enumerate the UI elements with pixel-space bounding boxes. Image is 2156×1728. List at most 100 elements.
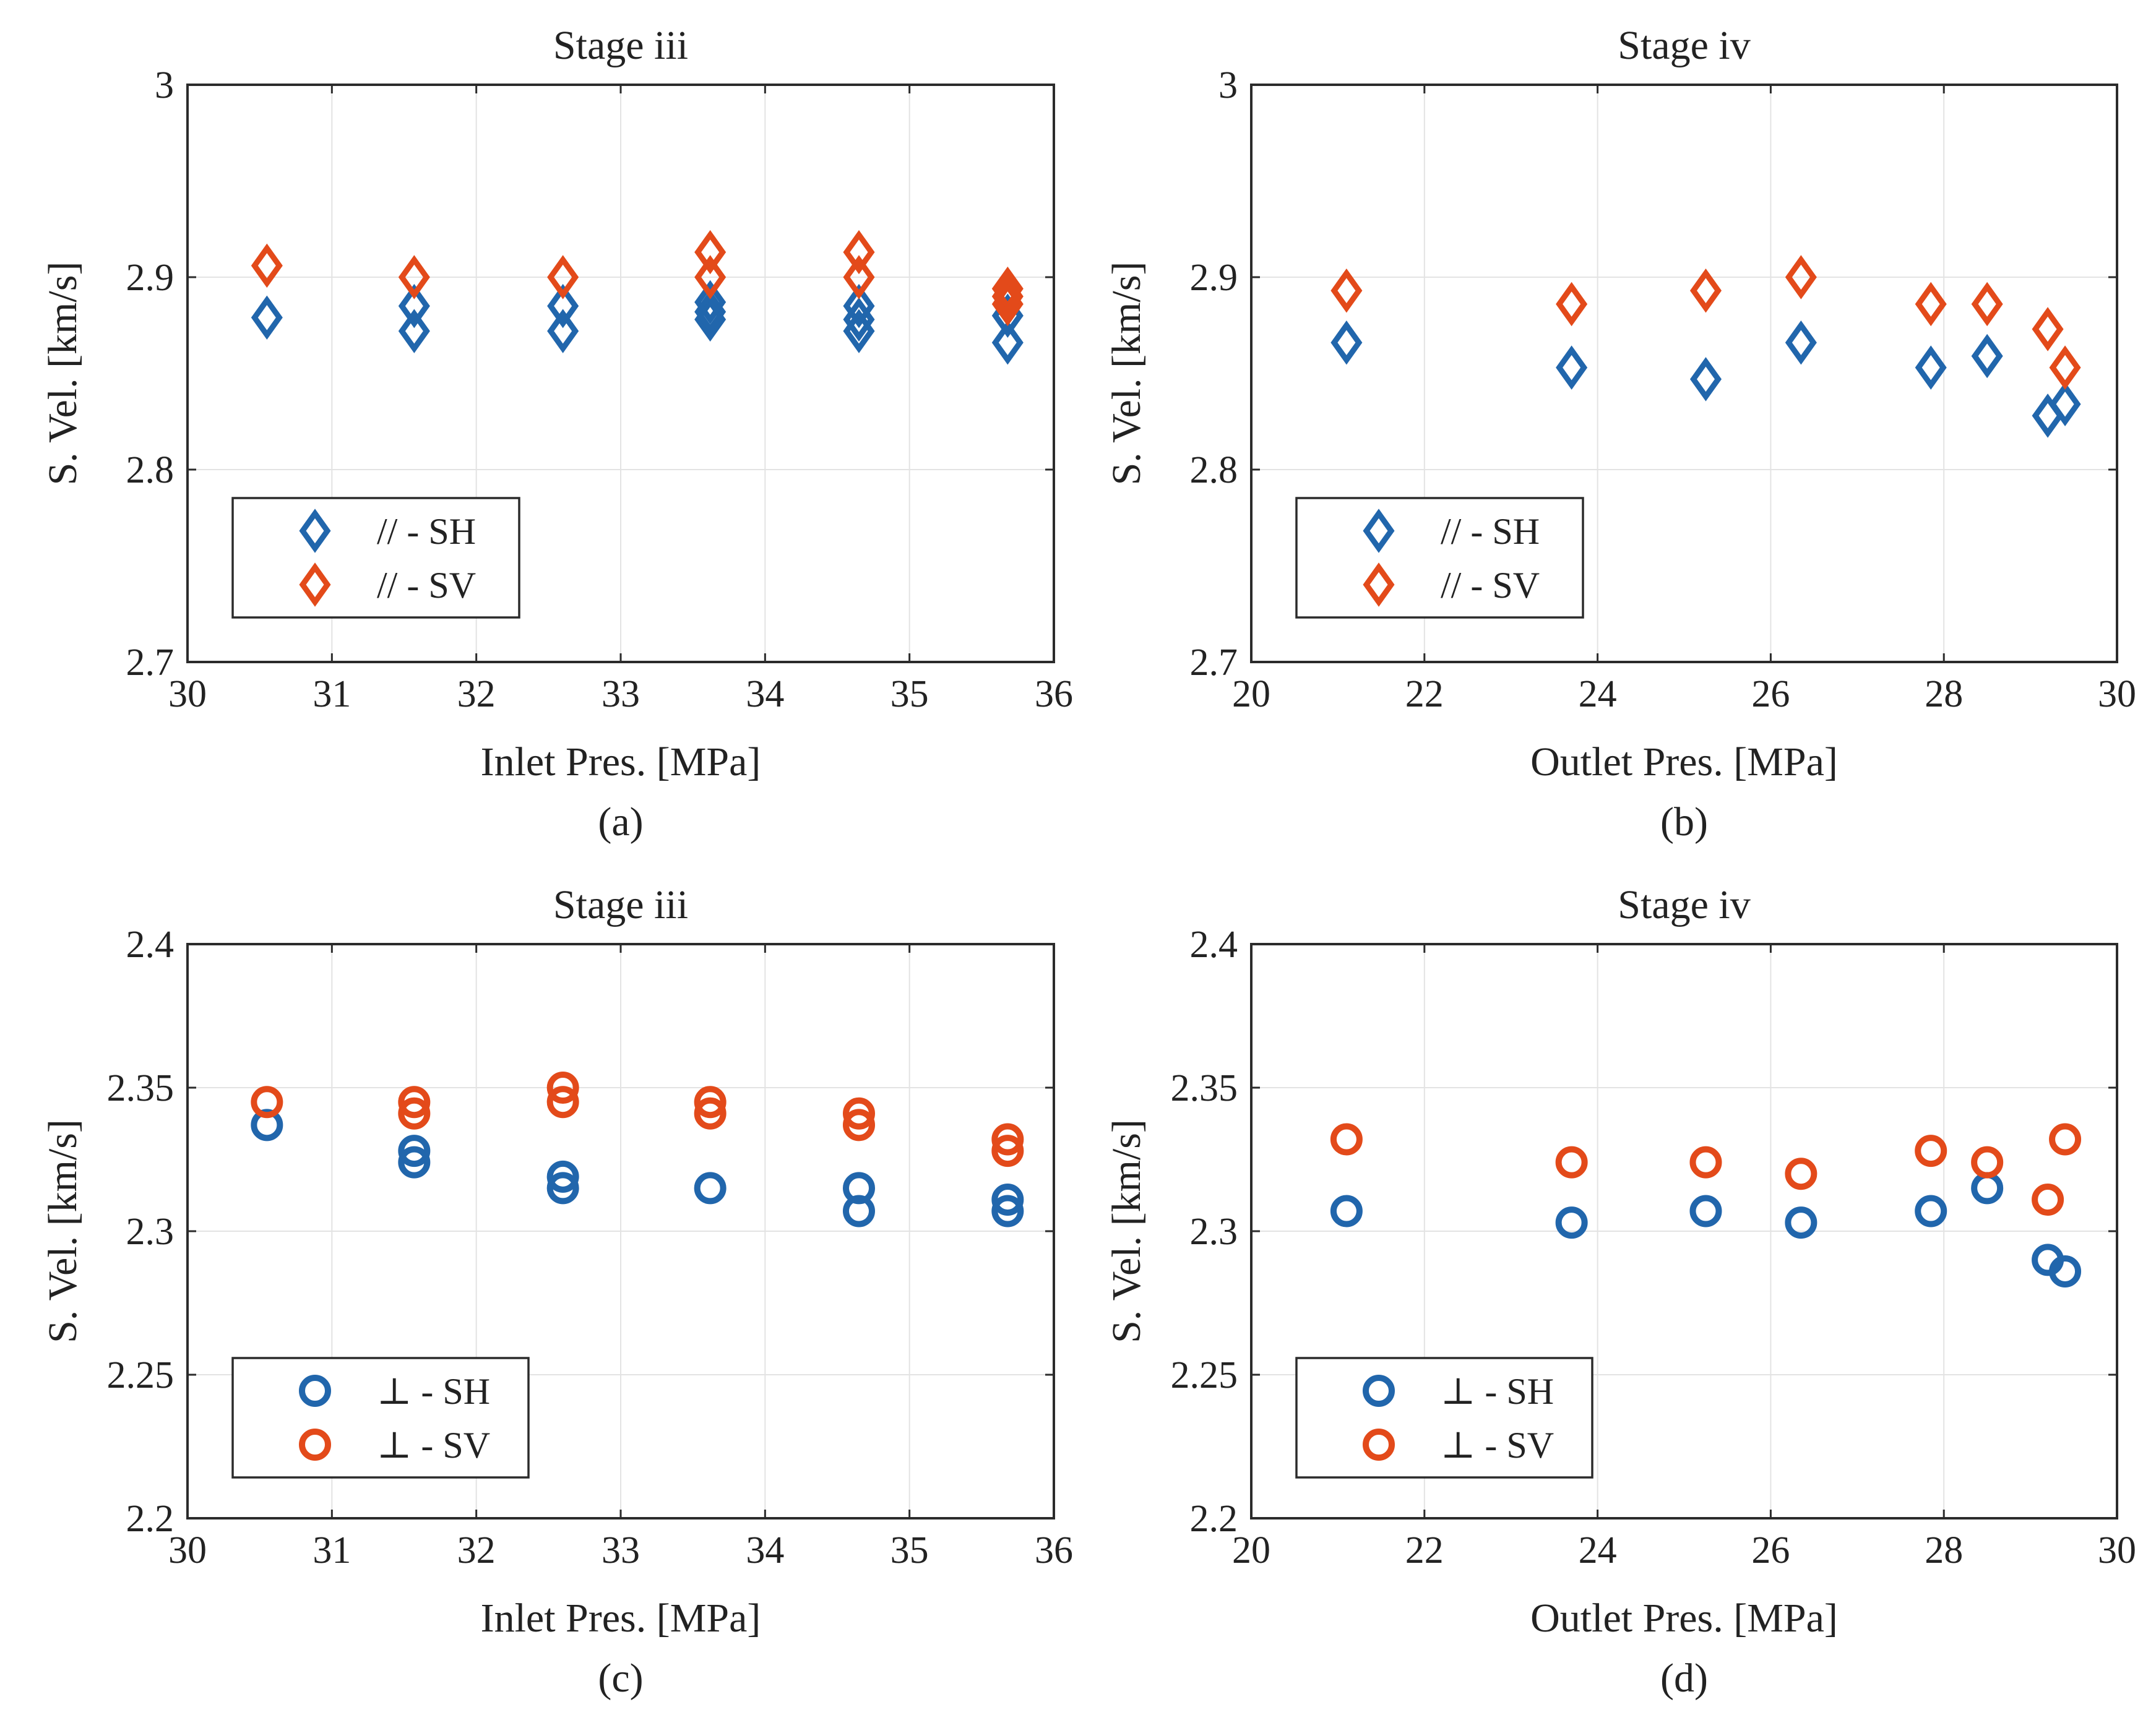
data-point — [1555, 1206, 1588, 1239]
data-point — [991, 320, 1024, 365]
data-point — [251, 1086, 283, 1119]
legend-marker-sv — [1363, 1429, 1395, 1461]
y-tick-label: 3 — [155, 64, 174, 106]
data-point — [843, 230, 875, 275]
y-tick-label: 2.4 — [1190, 924, 1238, 966]
plot-frame — [1250, 943, 2118, 1520]
x-tick-label: 30 — [168, 1529, 207, 1571]
x-tick-label: 24 — [1579, 673, 1617, 715]
data-point — [1689, 269, 1722, 313]
data-point — [843, 255, 875, 299]
data-point — [991, 1135, 1024, 1167]
x-tick-label: 32 — [457, 1529, 496, 1571]
legend-marker-sh — [1363, 1375, 1395, 1407]
data-point — [694, 280, 727, 325]
data-point — [398, 1097, 431, 1130]
chart-title: Stage iv — [1618, 882, 1750, 927]
series-sh — [251, 1109, 1024, 1227]
data-point — [694, 1172, 727, 1205]
x-tick-label: 36 — [1035, 1529, 1073, 1571]
data-point — [398, 1146, 431, 1179]
data-point — [1785, 1206, 1818, 1239]
plot-frame — [1250, 84, 2118, 663]
y-axis-label: S. Vel. [km/s] — [40, 1119, 85, 1343]
y-tick-label: 2.7 — [126, 642, 175, 684]
y-tick-label: 2.2 — [126, 1498, 175, 1540]
plot-frame — [186, 84, 1055, 663]
data-point — [1689, 357, 1722, 402]
x-tick-label: 20 — [1232, 673, 1270, 715]
data-point — [1330, 269, 1363, 313]
data-point — [1971, 1146, 2004, 1179]
x-tick-label: 33 — [602, 1529, 640, 1571]
series-sv — [1330, 255, 2081, 390]
legend-box — [231, 497, 520, 619]
x-tick-label: 32 — [457, 673, 496, 715]
y-tick-label: 2.35 — [107, 1067, 175, 1109]
data-point — [1785, 255, 1817, 299]
legend-label-sh: // - SH — [377, 511, 476, 552]
legend-label-sv: ⊥ - SV — [377, 1425, 490, 1466]
y-axis-label: S. Vel. [km/s] — [1104, 1119, 1149, 1343]
x-tick-label: 30 — [2098, 673, 2136, 715]
data-point — [398, 283, 430, 329]
data-point — [694, 1086, 727, 1119]
data-point — [398, 309, 430, 353]
x-tick-label: 22 — [1405, 673, 1444, 715]
legend-label-sh: // - SH — [1441, 511, 1540, 552]
data-point — [1971, 282, 2003, 327]
data-point — [843, 1109, 875, 1141]
x-tick-label: 28 — [1925, 673, 1963, 715]
data-point — [991, 1195, 1024, 1227]
y-tick-label: 2.8 — [126, 449, 175, 491]
panel-caption: (b) — [1660, 799, 1708, 845]
data-point — [2032, 1183, 2064, 1216]
chart-title: Stage iii — [553, 23, 688, 68]
legend: // - SH // - SV — [231, 497, 520, 619]
data-point — [843, 1172, 875, 1205]
data-point — [546, 1072, 579, 1104]
series-sv — [251, 1072, 1024, 1167]
y-tick-label: 3 — [1218, 64, 1238, 106]
x-tick-label: 31 — [313, 1529, 351, 1571]
y-tick-label: 2.9 — [1190, 257, 1238, 299]
data-point — [251, 243, 283, 288]
data-point — [546, 1086, 579, 1119]
series-sh — [1330, 1172, 2082, 1287]
data-point — [694, 1097, 727, 1130]
chart-panel-b: 20 22 24 26 28 30 2.7 2.8 2.9 3 Stage iv Outlet Pre… — [1104, 23, 2136, 845]
y-tick-label: 2.4 — [126, 924, 175, 966]
legend-label-sv: ⊥ - SV — [1441, 1425, 1554, 1466]
series-sv — [251, 230, 1024, 327]
chart-panel-c: 30 31 32 33 34 35 36 2.2 2.25 2.3 2.35 2.4 Stage iii… — [40, 882, 1073, 1701]
panel-caption: (c) — [598, 1656, 643, 1701]
chart-panel-a: 30 31 32 33 34 35 36 2.7 2.8 2.9 3 Stage iii Inlet P… — [40, 23, 1073, 845]
y-tick-label: 2.3 — [126, 1211, 175, 1253]
data-point — [2049, 1255, 2082, 1287]
y-tick-label: 2.2 — [1190, 1498, 1238, 1540]
legend-label-sh: ⊥ - SH — [377, 1371, 490, 1412]
y-tick-label: 2.25 — [1171, 1354, 1238, 1396]
x-tick-label: 26 — [1751, 1529, 1790, 1571]
y-tick-label: 2.9 — [126, 257, 175, 299]
panel-caption: (d) — [1660, 1656, 1708, 1701]
x-axis-label: Inlet Pres. [MPa] — [481, 739, 761, 784]
data-point — [1785, 1158, 1818, 1190]
x-tick-label: 35 — [890, 1529, 929, 1571]
legend: // - SH // - SV — [1295, 497, 1584, 619]
legend-label-sv: // - SV — [1441, 565, 1540, 606]
data-point — [398, 255, 430, 299]
data-point — [2049, 345, 2081, 390]
y-axis-label: S. Vel. [km/s] — [1104, 262, 1149, 486]
series-sh — [1330, 320, 2081, 438]
x-axis-label: Outlet Pres. [MPa] — [1530, 739, 1838, 784]
data-point — [1971, 333, 2003, 379]
data-point — [2032, 307, 2064, 351]
data-point — [547, 309, 579, 353]
data-point — [1555, 1146, 1588, 1179]
y-tick-label: 2.8 — [1190, 449, 1238, 491]
legend-marker-sv — [1363, 562, 1395, 607]
legend-label-sh: ⊥ - SH — [1441, 1371, 1554, 1412]
data-point — [546, 1172, 579, 1205]
data-point — [843, 283, 875, 329]
